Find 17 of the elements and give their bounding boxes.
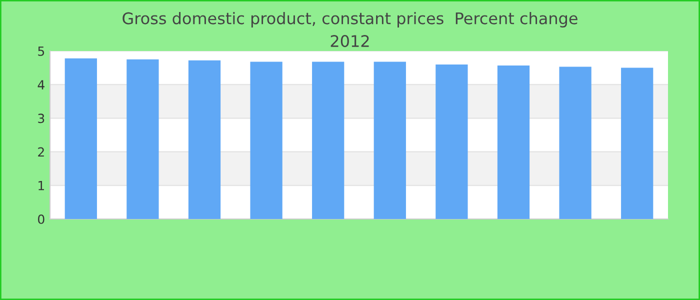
y-tick-label: 2	[38, 147, 44, 157]
y-tick-label: 1	[38, 181, 44, 190]
y-tick-label: 4	[38, 80, 44, 90]
bar	[436, 64, 468, 219]
bar	[559, 66, 592, 219]
bar	[126, 59, 159, 219]
y-tick-label: 5	[38, 46, 44, 56]
bar	[188, 60, 221, 219]
y-tick-label: 0	[38, 214, 44, 224]
bar	[497, 65, 530, 219]
bar	[312, 62, 344, 219]
bar	[250, 62, 282, 219]
y-tick-label: 3	[38, 114, 44, 124]
chart-title: Gross domestic product, constant prices Percent change 2012	[122, 12, 578, 48]
bar	[64, 58, 97, 219]
bar	[621, 68, 654, 219]
bar	[374, 62, 406, 219]
